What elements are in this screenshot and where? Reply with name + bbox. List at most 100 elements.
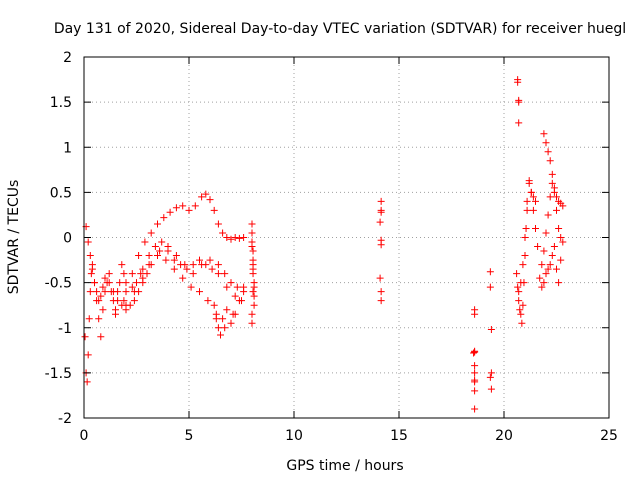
data-points [82, 76, 567, 412]
plot-frame [84, 57, 609, 418]
series-column-8 [249, 220, 258, 326]
data-point [93, 288, 100, 295]
data-point [116, 279, 123, 286]
data-point [549, 171, 556, 178]
data-point [223, 284, 230, 291]
data-point [471, 387, 478, 394]
axis-ticks: 0 5 10 15 20 25 -2 -1.5 -1 -0.5 0 0.5 1 1.5 2 [45, 50, 618, 444]
data-point [86, 315, 93, 322]
data-point [232, 234, 239, 241]
data-point [223, 306, 230, 313]
data-point [378, 209, 385, 216]
data-point [551, 243, 558, 250]
data-point [148, 229, 155, 236]
data-point [84, 378, 91, 385]
data-point [250, 288, 257, 295]
data-point [173, 204, 180, 211]
data-point [228, 320, 235, 327]
data-point [515, 99, 522, 106]
data-point [487, 374, 494, 381]
data-point [215, 324, 222, 331]
data-point [165, 243, 172, 250]
data-point [228, 279, 235, 286]
data-point [186, 207, 193, 214]
data-point [158, 239, 165, 246]
x-tick-label: 10 [285, 428, 303, 444]
series-rising-arc [123, 191, 248, 295]
data-point [133, 279, 140, 286]
data-point [517, 311, 524, 318]
data-point [555, 279, 562, 286]
data-point [516, 306, 523, 313]
data-point [471, 311, 478, 318]
data-point [190, 270, 197, 277]
series-cluster-early-a [82, 261, 130, 385]
data-point [123, 288, 130, 295]
y-tick-label: 0.5 [50, 185, 72, 201]
series-column-14 [377, 198, 385, 304]
data-point [114, 297, 121, 304]
data-point [213, 311, 220, 318]
data-point [215, 220, 222, 227]
data-point [118, 261, 125, 268]
data-point [223, 234, 230, 241]
data-point [555, 225, 562, 232]
data-point [543, 139, 550, 146]
data-point [249, 320, 256, 327]
data-point [240, 284, 247, 291]
data-point [487, 268, 494, 275]
data-point [249, 243, 256, 250]
data-point [251, 293, 258, 300]
data-point [88, 270, 95, 277]
y-tick-label: -1 [58, 321, 72, 337]
data-point [221, 324, 228, 331]
data-point [513, 270, 520, 277]
data-point [378, 198, 385, 205]
data-point [211, 302, 218, 309]
data-point [534, 243, 541, 250]
y-tick-label: 1.5 [50, 95, 72, 111]
data-point [190, 261, 197, 268]
data-point [519, 302, 526, 309]
data-point [85, 239, 92, 246]
data-point [522, 252, 529, 259]
data-point [514, 284, 521, 291]
data-point [89, 266, 96, 273]
data-point [545, 211, 552, 218]
data-point [471, 405, 478, 412]
data-point [179, 275, 186, 282]
data-point [228, 236, 235, 243]
data-point [120, 270, 127, 277]
data-point [131, 297, 138, 304]
x-tick-label: 25 [600, 428, 618, 444]
data-point [524, 207, 531, 214]
data-point [179, 202, 186, 209]
data-point [144, 270, 151, 277]
x-tick-label: 20 [495, 428, 513, 444]
series-cluster-late-b [515, 177, 539, 295]
data-point [112, 311, 119, 318]
data-point [553, 207, 560, 214]
data-point [123, 279, 130, 286]
y-tick-label: 1 [63, 140, 72, 156]
series-cluster-early-b [83, 223, 151, 313]
data-point [543, 229, 550, 236]
data-point [471, 378, 478, 385]
data-point [523, 225, 530, 232]
data-point [251, 302, 258, 309]
data-point [82, 333, 89, 340]
y-tick-label: -0.5 [45, 276, 72, 292]
data-point [207, 257, 214, 264]
series-descending-branch [540, 130, 566, 209]
data-point [249, 220, 256, 227]
data-point [517, 279, 524, 286]
series-tail-6-7 [211, 297, 243, 338]
data-point [211, 207, 218, 214]
data-point [250, 270, 257, 277]
data-point [240, 234, 247, 241]
data-point [141, 239, 148, 246]
data-point [470, 350, 477, 357]
data-point [167, 209, 174, 216]
data-point [540, 130, 547, 137]
data-point [378, 241, 385, 248]
